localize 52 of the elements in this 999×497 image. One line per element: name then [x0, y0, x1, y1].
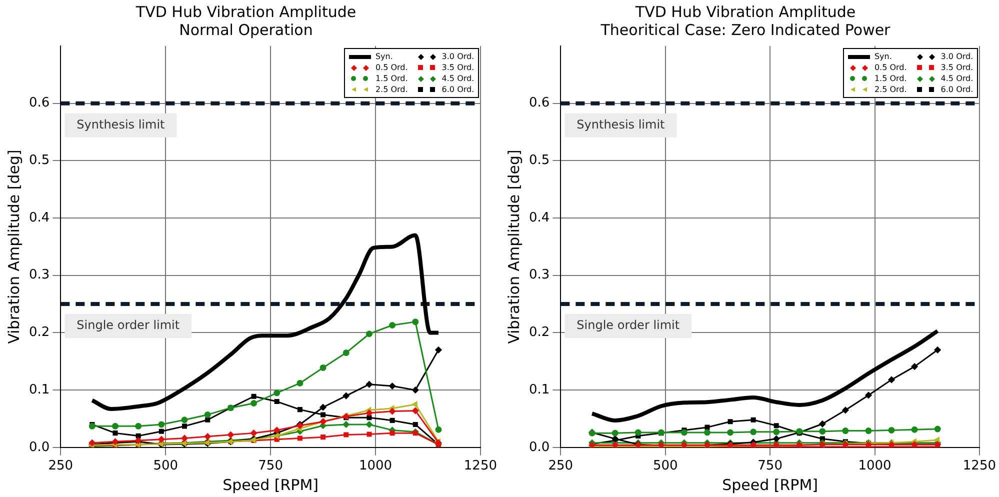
x-tick-label: 750	[258, 458, 283, 474]
y-axis-title: Vibration Amplitude [deg]	[504, 150, 523, 344]
legend-label: 1.5 Ord.	[375, 74, 408, 83]
chart-title: TVD Hub Vibration Amplitude	[634, 2, 856, 21]
x-tick-label: 1250	[464, 458, 498, 474]
legend-label: 0.5 Ord.	[375, 63, 408, 72]
x-tick-label: 500	[652, 458, 678, 474]
legend-label: Syn.	[375, 52, 393, 61]
legend-label: 2.5 Ord.	[375, 85, 408, 94]
ref-line-label: Synthesis limit	[576, 117, 666, 132]
legend-label: 2.5 Ord.	[874, 85, 907, 94]
y-tick-label: 0.5	[528, 153, 550, 168]
legend-label: 3.0 Ord.	[442, 52, 474, 61]
ref-line-label: Single order limit	[576, 318, 680, 332]
legend-label: 3.5 Ord.	[442, 63, 474, 72]
y-tick-label: 0.4	[528, 210, 550, 226]
y-tick-label: 0.0	[528, 440, 550, 455]
x-tick-label: 1250	[962, 458, 996, 474]
x-tick-label: 750	[758, 458, 782, 474]
y-tick-label: 0.3	[28, 268, 50, 283]
x-tick-label: 250	[548, 458, 574, 474]
legend-label: 3.0 Ord.	[940, 52, 974, 61]
y-tick-label: 0.3	[528, 268, 550, 283]
x-axis-title: Speed [RPM]	[222, 476, 319, 494]
y-tick-label: 0.2	[28, 325, 50, 340]
legend-label: 6.0 Ord.	[940, 85, 974, 94]
y-axis-title: Vibration Amplitude [deg]	[4, 150, 23, 344]
ref-line-label: Single order limit	[76, 318, 180, 332]
y-tick-label: 0.2	[528, 325, 550, 340]
chart-subtitle: Normal Operation	[179, 20, 313, 39]
ref-line-label: Synthesis limit	[76, 117, 166, 132]
y-tick-label: 0.1	[528, 382, 550, 398]
chart-subtitle: Theoritical Case: Zero Indicated Power	[600, 20, 892, 39]
legend-label: 4.5 Ord.	[442, 74, 474, 83]
y-tick-label: 0.1	[28, 382, 50, 398]
x-axis-title: Speed [RPM]	[722, 476, 818, 494]
legend-label: Syn.	[874, 52, 892, 61]
x-tick-label: 250	[48, 458, 74, 474]
x-tick-label: 1000	[358, 458, 392, 474]
y-tick-label: 0.0	[28, 440, 50, 455]
chart-title: TVD Hub Vibration Amplitude	[134, 2, 356, 21]
legend-label: 4.5 Ord.	[940, 74, 974, 83]
y-tick-label: 0.6	[28, 96, 50, 111]
legend-label: 0.5 Ord.	[874, 63, 907, 72]
y-tick-label: 0.5	[28, 153, 50, 168]
legend-label: 1.5 Ord.	[874, 74, 907, 83]
y-tick-label: 0.6	[528, 96, 550, 111]
x-tick-label: 1000	[858, 458, 892, 474]
legend-label: 6.0 Ord.	[442, 85, 474, 94]
y-tick-label: 0.4	[28, 210, 50, 226]
x-tick-label: 500	[153, 458, 178, 474]
legend-label: 3.5 Ord.	[940, 63, 974, 72]
